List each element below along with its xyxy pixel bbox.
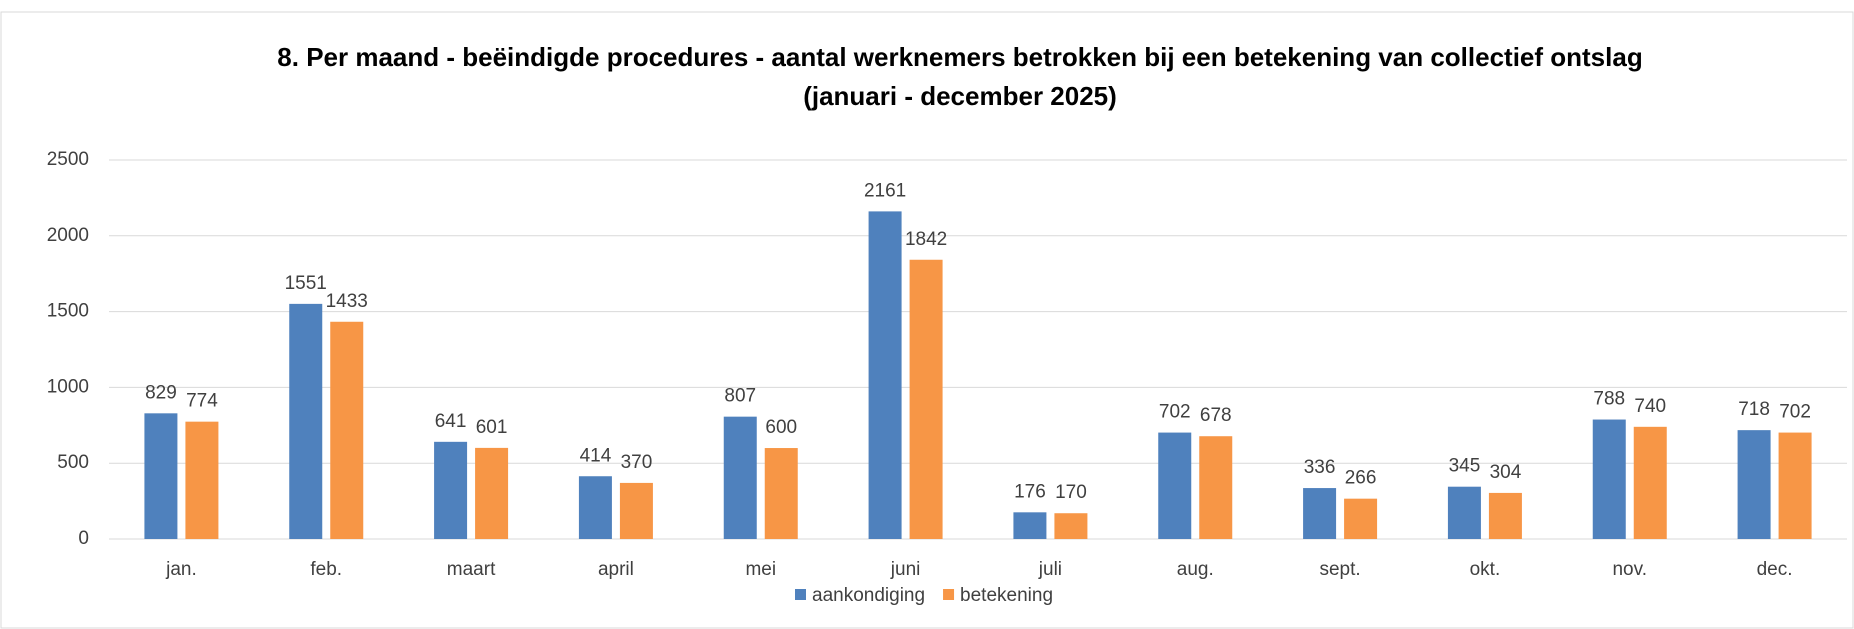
- data-label: 370: [621, 452, 653, 473]
- data-label: 176: [1014, 481, 1046, 502]
- data-label: 774: [186, 391, 218, 412]
- x-tick-label: dec.: [1757, 559, 1793, 580]
- data-label: 266: [1345, 468, 1377, 489]
- bar: [144, 413, 178, 539]
- legend-swatch: [795, 589, 806, 600]
- bar: [1158, 432, 1192, 539]
- y-tick-label: 500: [57, 452, 89, 473]
- data-label: 641: [435, 411, 467, 432]
- data-label: 2161: [864, 180, 906, 201]
- bar: [909, 259, 943, 539]
- data-label: 414: [580, 445, 612, 466]
- bar: [578, 476, 612, 539]
- bar: [1344, 498, 1378, 539]
- data-label: 170: [1055, 482, 1087, 503]
- bar: [1013, 512, 1047, 539]
- x-tick-label: mei: [745, 559, 776, 580]
- x-tick-label: okt.: [1470, 559, 1501, 580]
- y-tick-label: 1500: [47, 301, 89, 322]
- bar: [1737, 430, 1771, 539]
- data-label: 702: [1159, 402, 1191, 423]
- data-label: 601: [476, 417, 508, 438]
- data-label: 600: [765, 417, 797, 438]
- bar: [723, 416, 757, 539]
- bar: [289, 303, 323, 539]
- bar: [1447, 486, 1481, 539]
- bar: [1303, 488, 1337, 539]
- y-tick-label: 2500: [47, 149, 89, 170]
- bar: [1488, 492, 1522, 539]
- bar: [330, 321, 364, 539]
- x-tick-label: juli: [1038, 559, 1062, 580]
- y-tick-label: 2000: [47, 225, 89, 246]
- chart-title: 8. Per maand - beëindigde procedures - a…: [277, 42, 1642, 72]
- data-label: 829: [145, 382, 177, 403]
- x-tick-label: nov.: [1612, 559, 1647, 580]
- data-label: 1842: [905, 229, 947, 250]
- data-label: 336: [1304, 457, 1336, 478]
- data-label: 718: [1738, 399, 1770, 420]
- x-tick-label: april: [598, 559, 634, 580]
- bar: [1592, 419, 1626, 539]
- data-label: 1433: [326, 291, 368, 312]
- y-tick-label: 0: [78, 528, 89, 549]
- chart-subtitle: (januari - december 2025): [803, 81, 1117, 111]
- bar: [1199, 436, 1233, 539]
- data-label: 740: [1634, 396, 1666, 417]
- bar: [1054, 513, 1088, 539]
- bar: [764, 448, 798, 539]
- data-label: 1551: [285, 273, 327, 294]
- data-label: 678: [1200, 405, 1232, 426]
- bar: [1778, 432, 1812, 539]
- y-tick-label: 1000: [47, 376, 89, 397]
- bar: [475, 447, 509, 539]
- legend-label: betekening: [960, 585, 1053, 606]
- data-label: 807: [724, 386, 756, 407]
- x-tick-label: juni: [890, 559, 921, 580]
- bar: [868, 211, 902, 539]
- data-label: 702: [1779, 402, 1811, 423]
- bar: [434, 441, 468, 539]
- x-tick-label: feb.: [310, 559, 342, 580]
- x-tick-label: aug.: [1177, 559, 1214, 580]
- bar: [185, 421, 219, 539]
- x-tick-label: jan.: [165, 559, 197, 580]
- legend-label: aankondiging: [812, 585, 925, 606]
- x-tick-label: maart: [447, 559, 496, 580]
- bar: [1633, 426, 1667, 539]
- x-tick-label: sept.: [1319, 559, 1360, 580]
- data-label: 345: [1449, 456, 1481, 477]
- data-label: 304: [1490, 462, 1522, 483]
- bar: [619, 482, 653, 539]
- legend-swatch: [943, 589, 955, 600]
- data-label: 788: [1593, 389, 1625, 410]
